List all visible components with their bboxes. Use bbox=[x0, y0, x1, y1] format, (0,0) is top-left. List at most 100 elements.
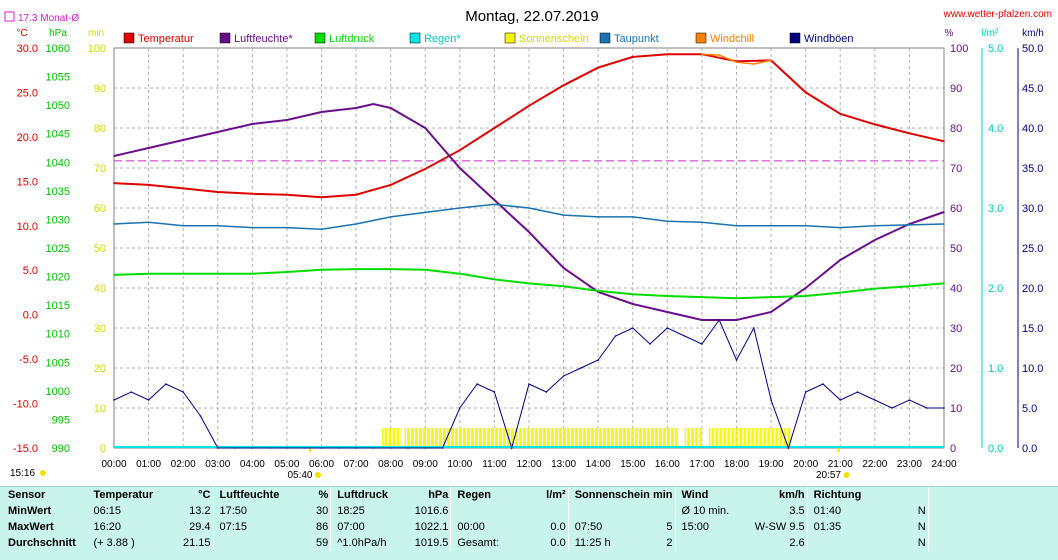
pressure-axis-tick: 1025 bbox=[46, 243, 70, 255]
series-luftdruck-point bbox=[147, 272, 150, 275]
x-tick-label: 08:00 bbox=[378, 459, 403, 470]
series-windb-en-point bbox=[320, 447, 323, 449]
site-link[interactable]: www.wetter-pfalzen.com bbox=[943, 9, 1052, 20]
series-luftfeuchte-point bbox=[528, 231, 530, 233]
x-tick-label: 02:00 bbox=[171, 459, 196, 470]
series-windb-en-point bbox=[286, 447, 288, 449]
series-windb-en-point bbox=[908, 399, 911, 401]
series-temperatur-point bbox=[632, 56, 634, 58]
series-windb-en-point bbox=[856, 391, 859, 393]
temp-axis-tick: 20.0 bbox=[17, 132, 38, 144]
legend-swatch bbox=[599, 32, 611, 44]
x-tick-label: 18:00 bbox=[724, 459, 749, 470]
series-luftfeuchte-point bbox=[493, 199, 496, 201]
pressure-axis-tick: 1030 bbox=[46, 214, 70, 226]
legend-swatch bbox=[504, 32, 516, 44]
series-temperatur-point bbox=[355, 193, 357, 196]
series-windb-en-point bbox=[735, 359, 738, 361]
series-temperatur-point bbox=[320, 196, 323, 199]
series-luftfeuchte-point bbox=[251, 123, 254, 125]
series-luftdruck-point bbox=[493, 278, 496, 281]
pressure-axis-tick: 990 bbox=[52, 443, 70, 455]
series-windb-en-point bbox=[389, 447, 392, 449]
series-taupunkt-point bbox=[217, 225, 219, 227]
cell-press-time: 07:00 bbox=[330, 519, 405, 535]
series-taupunkt-point bbox=[113, 223, 115, 225]
wind-axis-tick: 0.0 bbox=[1022, 443, 1037, 455]
cell-empty bbox=[927, 535, 1058, 551]
series-taupunkt-point bbox=[562, 214, 565, 216]
stats-row-max: MaxWert 16:20 29.4 07:15 86 07:00 1022.1… bbox=[0, 519, 1058, 535]
series-taupunkt-point bbox=[424, 211, 427, 214]
series-luftdruck-point bbox=[217, 272, 219, 275]
series-temperatur-point bbox=[424, 168, 427, 170]
col-temperature-unit: °C bbox=[198, 489, 211, 501]
stats-header-row: Sensor Temperatur °C Luftfeuchte % Luftd… bbox=[0, 487, 1058, 503]
legend-swatch bbox=[219, 32, 231, 44]
series-luftfeuchte-point bbox=[217, 131, 219, 133]
cell-temp-time: 06:15 bbox=[93, 505, 122, 517]
series-luftfeuchte-point bbox=[666, 311, 669, 313]
pressure-axis-tick: 1015 bbox=[46, 300, 70, 312]
series-luftfeuchte-point bbox=[389, 107, 392, 109]
pressure-axis-tick: 1040 bbox=[46, 157, 70, 169]
series-luftfeuchte-point bbox=[804, 287, 807, 289]
series-luftdruck-point bbox=[770, 296, 772, 298]
col-sensor: Sensor bbox=[8, 489, 46, 501]
series-luftdruck-point bbox=[632, 293, 634, 296]
series-taupunkt-point bbox=[597, 216, 599, 218]
sun-icon bbox=[40, 470, 46, 476]
cell-sun: 5 bbox=[666, 521, 673, 533]
series-windb-en-point bbox=[268, 447, 271, 449]
series-windb-en-point bbox=[822, 383, 824, 385]
cell-temp: 13.2 bbox=[189, 505, 211, 517]
series-windb-en-point bbox=[562, 375, 565, 377]
sunset-icon bbox=[843, 472, 850, 478]
series-windb-en-point bbox=[580, 367, 582, 369]
cell-press: 1016.6 bbox=[414, 505, 449, 517]
series-taupunkt-point bbox=[286, 226, 288, 229]
series-luftdruck-point bbox=[597, 290, 599, 292]
series-luftdruck-point bbox=[113, 274, 115, 276]
humidity-axis-tick: 0 bbox=[950, 443, 956, 455]
series-luftfeuchte-point bbox=[943, 211, 945, 213]
series-temperatur-point bbox=[874, 123, 876, 126]
series-windb-en-point bbox=[303, 447, 306, 449]
cell-wind-value: 9.5 bbox=[789, 521, 805, 533]
series-temperatur-point bbox=[217, 191, 219, 193]
sunshine-axis-tick: 50 bbox=[94, 243, 106, 255]
cell-dir-time bbox=[806, 535, 876, 551]
legend-swatch bbox=[314, 32, 326, 44]
series-luftfeuchte-point bbox=[770, 311, 772, 313]
cell-press: 1022.1 bbox=[414, 521, 449, 533]
x-tick-label: 13:00 bbox=[551, 459, 576, 470]
wind-axis-tick: 30.0 bbox=[1022, 203, 1043, 215]
series-temperatur-point bbox=[908, 132, 911, 135]
wind-axis-tick: 35.0 bbox=[1022, 163, 1043, 175]
series-luftdruck-point bbox=[666, 295, 669, 297]
x-tick-label: 22:00 bbox=[862, 459, 887, 470]
pressure-axis-tick: 1000 bbox=[46, 386, 70, 398]
series-windchill-point bbox=[701, 53, 703, 55]
series-luftfeuchte-point bbox=[320, 111, 323, 113]
series-luftdruck-point bbox=[528, 282, 530, 285]
humidity-axis-tick: 90 bbox=[950, 83, 962, 95]
sunshine-axis-tick: 90 bbox=[94, 83, 106, 95]
cell-sun-time: 11:25 h bbox=[567, 535, 655, 551]
series-luftdruck-point bbox=[459, 272, 461, 275]
series-windb-en-point bbox=[424, 447, 427, 449]
sunshine-bar bbox=[404, 428, 678, 448]
rain-axis-tick: 4.0 bbox=[988, 123, 1003, 135]
series-taupunkt-point bbox=[839, 226, 842, 229]
legend-label: Regen* bbox=[424, 33, 461, 45]
series-windb-en-point bbox=[753, 327, 755, 329]
series bbox=[113, 53, 945, 450]
sunshine-axis-tick: 70 bbox=[94, 163, 106, 175]
cell-wind: 2.6 bbox=[789, 537, 805, 549]
series-luftdruck-point bbox=[424, 268, 427, 271]
series-luftfeuchte-point bbox=[735, 319, 738, 321]
series-taupunkt-point bbox=[389, 216, 392, 218]
sunshine-bar bbox=[684, 428, 702, 448]
series-windb-en-point bbox=[441, 447, 444, 449]
rain-axis-unit: l/m² bbox=[982, 28, 999, 39]
